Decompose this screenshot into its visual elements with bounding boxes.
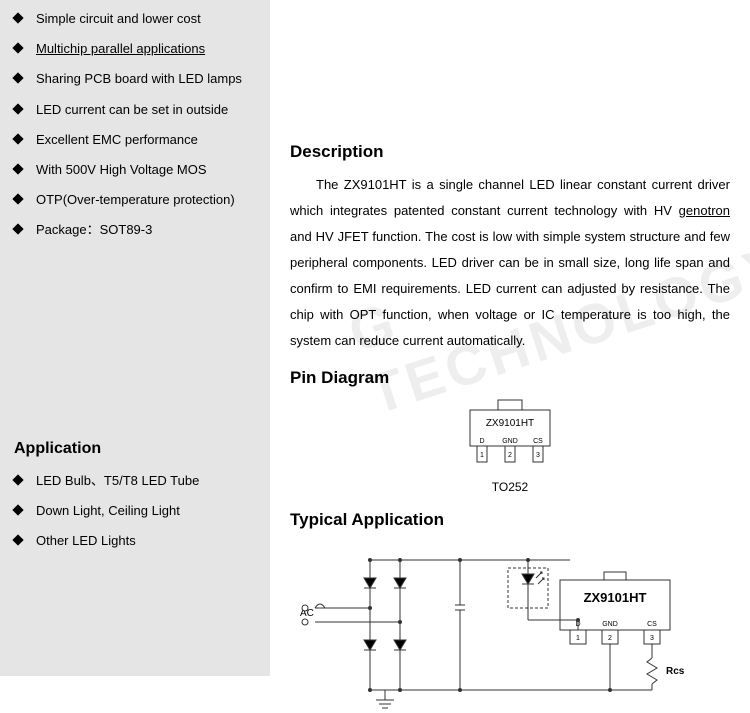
feature-text: LED current can be set in outside xyxy=(36,101,228,119)
bullet-icon xyxy=(12,12,23,23)
bullet-icon xyxy=(12,193,23,204)
svg-text:GND: GND xyxy=(502,438,518,445)
bullet-icon xyxy=(12,534,23,545)
bullet-icon xyxy=(12,224,23,235)
bullet-icon xyxy=(12,103,23,114)
feature-text: Excellent EMC performance xyxy=(36,131,198,149)
pin-diagram-svg: ZX9101HT D GND CS 1 2 3 xyxy=(450,398,570,478)
svg-text:GND: GND xyxy=(602,621,618,628)
feature-item: Excellent EMC performance xyxy=(14,131,256,149)
pin-diagram-figure: ZX9101HT D GND CS 1 2 3 TO252 xyxy=(290,398,730,494)
application-heading: Application xyxy=(14,440,256,458)
bullet-icon xyxy=(12,504,23,515)
description-text: The ZX9101HT is a single channel LED lin… xyxy=(290,172,730,354)
svg-text:D: D xyxy=(575,621,580,628)
feature-item: Package：SOT89-3 xyxy=(14,221,256,239)
feature-item: OTP(Over-temperature protection) xyxy=(14,191,256,209)
desc-post: and HV JFET function. The cost is low wi… xyxy=(290,229,730,348)
pin-diagram-heading: Pin Diagram xyxy=(290,368,730,388)
feature-item: Sharing PCB board with LED lamps xyxy=(14,70,256,88)
application-list: LED Bulb、T5/T8 LED Tube Down Light, Ceili… xyxy=(14,472,256,551)
feature-item: Simple circuit and lower cost xyxy=(14,10,256,28)
application-item: Down Light, Ceiling Light xyxy=(14,502,256,520)
bullet-icon xyxy=(12,43,23,54)
feature-text: Package：SOT89-3 xyxy=(36,221,152,239)
feature-text: With 500V High Voltage MOS xyxy=(36,161,207,179)
application-text: Down Light, Ceiling Light xyxy=(36,502,180,520)
bullet-icon xyxy=(12,163,23,174)
svg-text:3: 3 xyxy=(650,635,654,642)
feature-item: LED current can be set in outside xyxy=(14,101,256,119)
feature-text: Multichip parallel applications xyxy=(36,40,205,58)
svg-text:2: 2 xyxy=(508,452,512,459)
feature-text: OTP(Over-temperature protection) xyxy=(36,191,235,209)
svg-text:1: 1 xyxy=(576,635,580,642)
svg-text:3: 3 xyxy=(536,452,540,459)
desc-pre: The ZX9101HT is a single channel LED lin… xyxy=(290,177,730,218)
application-circuit-svg: ACZX9101HTD1GND2CS3Rcs xyxy=(290,540,730,710)
svg-text:D: D xyxy=(479,438,484,445)
feature-text: Simple circuit and lower cost xyxy=(36,10,201,28)
application-text: Other LED Lights xyxy=(36,532,136,550)
svg-text:2: 2 xyxy=(608,635,612,642)
desc-underlined: genotron xyxy=(679,203,730,218)
svg-text:ZX9101HT: ZX9101HT xyxy=(584,590,647,605)
package-label: TO252 xyxy=(492,480,528,494)
application-item: LED Bulb、T5/T8 LED Tube xyxy=(14,472,256,490)
feature-list: Simple circuit and lower cost Multichip p… xyxy=(14,10,256,240)
typical-application-figure: ACZX9101HTD1GND2CS3Rcs xyxy=(290,540,730,713)
feature-text: Sharing PCB board with LED lamps xyxy=(36,70,242,88)
svg-text:Rcs: Rcs xyxy=(666,666,685,677)
svg-text:CS: CS xyxy=(533,438,543,445)
typical-application-heading: Typical Application xyxy=(290,510,730,530)
svg-text:1: 1 xyxy=(480,452,484,459)
bullet-icon xyxy=(12,133,23,144)
bullet-icon xyxy=(12,73,23,84)
sidebar: Simple circuit and lower cost Multichip p… xyxy=(0,0,270,676)
feature-item: With 500V High Voltage MOS xyxy=(14,161,256,179)
feature-item: Multichip parallel applications xyxy=(14,40,256,58)
description-heading: Description xyxy=(290,142,730,162)
application-item: Other LED Lights xyxy=(14,532,256,550)
bullet-icon xyxy=(12,474,23,485)
main-content: G TECHNOLOGY Description The ZX9101HT is… xyxy=(270,0,750,676)
svg-text:ZX9101HT: ZX9101HT xyxy=(486,418,534,429)
svg-text:CS: CS xyxy=(647,621,657,628)
application-text: LED Bulb、T5/T8 LED Tube xyxy=(36,472,199,490)
